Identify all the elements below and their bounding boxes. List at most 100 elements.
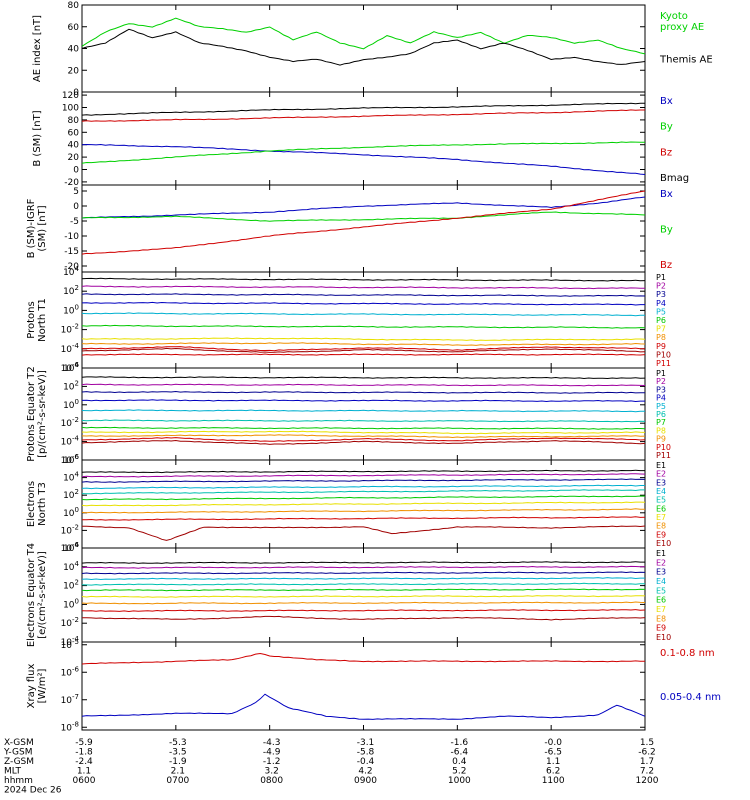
footer-value: 0.4 bbox=[452, 757, 467, 767]
footer-value: -6.5 bbox=[544, 748, 562, 758]
protons-north-series-P7 bbox=[81, 337, 646, 342]
footer-value: -4.9 bbox=[263, 748, 281, 758]
xray-frame bbox=[81, 641, 646, 731]
protons-north-legend-P2: P2 bbox=[656, 282, 666, 291]
electrons-north-series-E9 bbox=[81, 516, 646, 521]
electrons-equator-series-E10 bbox=[81, 615, 646, 621]
electrons-north-series-E2 bbox=[81, 473, 646, 478]
bsm-ytick-label: 40 bbox=[68, 141, 80, 151]
electrons-north-legend-E7: E7 bbox=[656, 513, 666, 522]
electrons-equator-ytick-label: 100 bbox=[63, 597, 79, 610]
protons-north-series-P10 bbox=[81, 347, 646, 353]
protons-equator-legend-P8: P8 bbox=[656, 426, 666, 435]
footer-value: -1.9 bbox=[169, 757, 187, 767]
electrons-equator-ytick-label: 10-2 bbox=[61, 616, 79, 629]
protons-north-ytick-label: 10-2 bbox=[61, 323, 79, 336]
bigrf-series-Bx bbox=[81, 196, 646, 219]
footer-value: -6.2 bbox=[638, 748, 656, 758]
electrons-equator-series-E6 bbox=[81, 588, 646, 592]
protons-north-ytick-label: 10-4 bbox=[61, 342, 80, 355]
bigrf-series-Bz bbox=[81, 190, 646, 255]
ae-legend-Kyoto proxy AE: Kyoto bbox=[660, 11, 688, 22]
ae-ytick-label: 60 bbox=[68, 23, 80, 33]
footer-value: -0.4 bbox=[357, 757, 375, 767]
electrons-north-legend-E10: E10 bbox=[656, 539, 671, 548]
electrons-north-legend-E6: E6 bbox=[656, 504, 666, 513]
footer-value: 0800 bbox=[260, 776, 283, 786]
electrons-north-legend-E3: E3 bbox=[656, 478, 666, 487]
footer-row-label: Z-GSM bbox=[4, 757, 34, 767]
electrons-equator-legend-E6: E6 bbox=[656, 596, 666, 605]
electrons-north-legend-E8: E8 bbox=[656, 522, 666, 531]
protons-equator-ytick-label: 10-2 bbox=[61, 416, 79, 429]
footer-value: 1100 bbox=[542, 776, 565, 786]
footer-value: 5.2 bbox=[452, 767, 466, 777]
electrons-north-series-E8 bbox=[81, 508, 646, 514]
bigrf-legend-By: By bbox=[660, 225, 673, 236]
xray-legend-0.1-0.8 nm: 0.1-0.8 nm bbox=[660, 648, 715, 659]
xray-ytick-label: 10-8 bbox=[61, 720, 79, 733]
bigrf-ytick-label: 5 bbox=[73, 187, 79, 197]
ae-ytick-label: 40 bbox=[68, 45, 80, 55]
footer-value: 0900 bbox=[354, 776, 377, 786]
xray-series-0.05-0.4 nm bbox=[81, 693, 646, 720]
bsm-ytick-label: 100 bbox=[62, 104, 79, 114]
footer-value: -3.5 bbox=[169, 748, 187, 758]
electrons-equator-ylabel: Electrons Equator T4 bbox=[26, 543, 37, 647]
electrons-equator-series-E4 bbox=[81, 577, 645, 581]
bigrf-legend-Bz: Bz bbox=[660, 260, 672, 271]
protons-equator-series-P3 bbox=[81, 390, 646, 394]
footer-value: 1.1 bbox=[546, 757, 560, 767]
ae-ylabel: AE index [nT] bbox=[32, 15, 43, 82]
protons-equator-legend-P5: P5 bbox=[656, 402, 666, 411]
protons-equator-series-P4 bbox=[81, 399, 645, 403]
electrons-equator-ytick-label: 104 bbox=[63, 560, 79, 573]
electrons-equator-legend-E9: E9 bbox=[656, 624, 666, 633]
electrons-equator-legend-E4: E4 bbox=[656, 577, 666, 586]
footer-value: 3.2 bbox=[265, 767, 279, 777]
electrons-north-series-E10 bbox=[82, 525, 646, 541]
footer-row-label: 2024 Dec 26 bbox=[4, 786, 62, 796]
electrons-north-series-E7 bbox=[81, 501, 646, 507]
bsm-series-By bbox=[81, 141, 645, 164]
protons-equator-legend-P6: P6 bbox=[656, 410, 666, 419]
footer-value: 1000 bbox=[448, 776, 471, 786]
protons-north-series-P11 bbox=[81, 353, 646, 356]
protons-equator-ylabel: Protons Equator T2 bbox=[26, 366, 37, 462]
protons-equator-series-P5 bbox=[81, 409, 645, 413]
protons-equator-ytick-label: 10-4 bbox=[61, 435, 80, 448]
electrons-north-ytick-label: 100 bbox=[63, 506, 79, 519]
protons-north-ylabel-line2: North T1 bbox=[37, 298, 48, 342]
protons-equator-legend-P9: P9 bbox=[656, 435, 666, 444]
electrons-equator-series-E1 bbox=[81, 561, 645, 564]
footer-value: -1.6 bbox=[451, 738, 469, 748]
electrons-north-series-E6 bbox=[81, 495, 646, 501]
bsm-legend-Bz: Bz bbox=[660, 147, 672, 158]
ae-legend-Kyoto proxy AE: proxy AE bbox=[660, 22, 704, 33]
electrons-equator-series-E8 bbox=[81, 601, 646, 605]
bsm-ytick-label: 20 bbox=[68, 153, 80, 163]
protons-equator-legend-P10: P10 bbox=[656, 443, 671, 452]
protons-north-series-P9 bbox=[82, 346, 645, 352]
footer-value: 1.1 bbox=[77, 767, 91, 777]
protons-equator-legend-P4: P4 bbox=[656, 394, 666, 403]
footer-value: -5.8 bbox=[357, 748, 375, 758]
electrons-north-legend-E4: E4 bbox=[656, 487, 666, 496]
bsm-ylabel: B (SM) [nT] bbox=[32, 110, 43, 166]
footer-value: 6.2 bbox=[546, 767, 560, 777]
protons-north-series-P1 bbox=[81, 277, 646, 282]
footer-value: -6.4 bbox=[451, 748, 469, 758]
protons-equator-ytick-label: 100 bbox=[63, 398, 79, 411]
footer-row-label: X-GSM bbox=[4, 738, 34, 748]
bigrf-ytick-label: -20 bbox=[64, 262, 79, 272]
protons-north-legend-P4: P4 bbox=[656, 299, 666, 308]
footer-value: -1.8 bbox=[75, 748, 93, 758]
electrons-equator-legend-E1: E1 bbox=[656, 549, 666, 558]
protons-north-series-P6 bbox=[81, 324, 646, 329]
footer-value: 1200 bbox=[636, 776, 659, 786]
ae-series-Kyoto proxy AE bbox=[81, 17, 646, 55]
protons-equator-legend-P2: P2 bbox=[656, 377, 666, 386]
bsm-ytick-label: 0 bbox=[73, 166, 79, 176]
footer-row-label: MLT bbox=[4, 767, 22, 777]
protons-north-legend-P8: P8 bbox=[656, 333, 666, 342]
